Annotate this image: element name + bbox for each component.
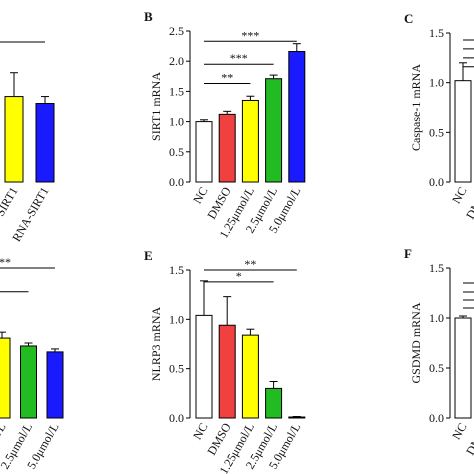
bar [241, 334, 259, 419]
bar [454, 80, 472, 183]
y-tick-label: 0.0 [429, 411, 444, 425]
panel-label: B [144, 9, 153, 24]
y-tick-label: 1.5 [429, 261, 444, 275]
x-tick-label: SIRT1 [0, 185, 21, 219]
y-tick-label: 1.5 [169, 263, 184, 277]
bar [195, 121, 213, 183]
y-axis-label: NLRP3 mRNA [149, 306, 163, 381]
significance-label: *** [241, 28, 259, 42]
bar [288, 51, 306, 183]
bar [241, 99, 259, 183]
y-tick-label: 0.0 [169, 411, 184, 425]
y-tick-label: 0.0 [429, 175, 444, 189]
y-tick-label: 1.0 [169, 115, 184, 129]
significance-label: * [236, 269, 242, 283]
x-tick-label: NC [449, 421, 469, 442]
significance-label: ** [244, 257, 256, 271]
y-tick-label: 0.5 [429, 125, 444, 139]
bar [218, 324, 236, 419]
y-tick-label: 1.5 [169, 84, 184, 98]
bar [195, 314, 213, 419]
panel-label: E [144, 248, 153, 263]
x-tick-label: NC [190, 185, 210, 206]
y-tick-label: 0.5 [169, 362, 184, 376]
bar [218, 113, 236, 183]
bar [4, 96, 24, 183]
y-tick-label: 0.0 [169, 175, 184, 189]
bar [454, 317, 472, 419]
panel-label: C [404, 11, 413, 26]
y-axis-label: GSDMD mRNA [409, 302, 423, 383]
significance-label: *** [0, 255, 11, 269]
bar [35, 103, 55, 183]
significance-label: ** [221, 71, 233, 85]
y-tick-label: 0.5 [429, 361, 444, 375]
y-tick-label: 2.5 [169, 24, 184, 38]
bar [265, 387, 283, 419]
y-tick-label: 1.0 [429, 76, 444, 90]
y-tick-label: 1.0 [429, 311, 444, 325]
y-tick-label: 1.5 [429, 26, 444, 40]
y-tick-label: 0.5 [169, 145, 184, 159]
panel-label: F [404, 246, 412, 261]
y-axis-label: SIRT1 mRNA [149, 72, 163, 141]
bar [288, 416, 306, 419]
y-tick-label: 2.0 [169, 54, 184, 68]
x-tick-label: NC [190, 421, 210, 442]
bar [265, 78, 283, 183]
bar [46, 351, 64, 419]
significance-label: *** [230, 51, 248, 65]
y-tick-label: 1.0 [169, 312, 184, 326]
bar [0, 337, 11, 419]
y-axis-label: Caspase-1 mRNA [409, 64, 423, 151]
x-tick-label: NC [449, 185, 469, 206]
bar [20, 345, 37, 419]
